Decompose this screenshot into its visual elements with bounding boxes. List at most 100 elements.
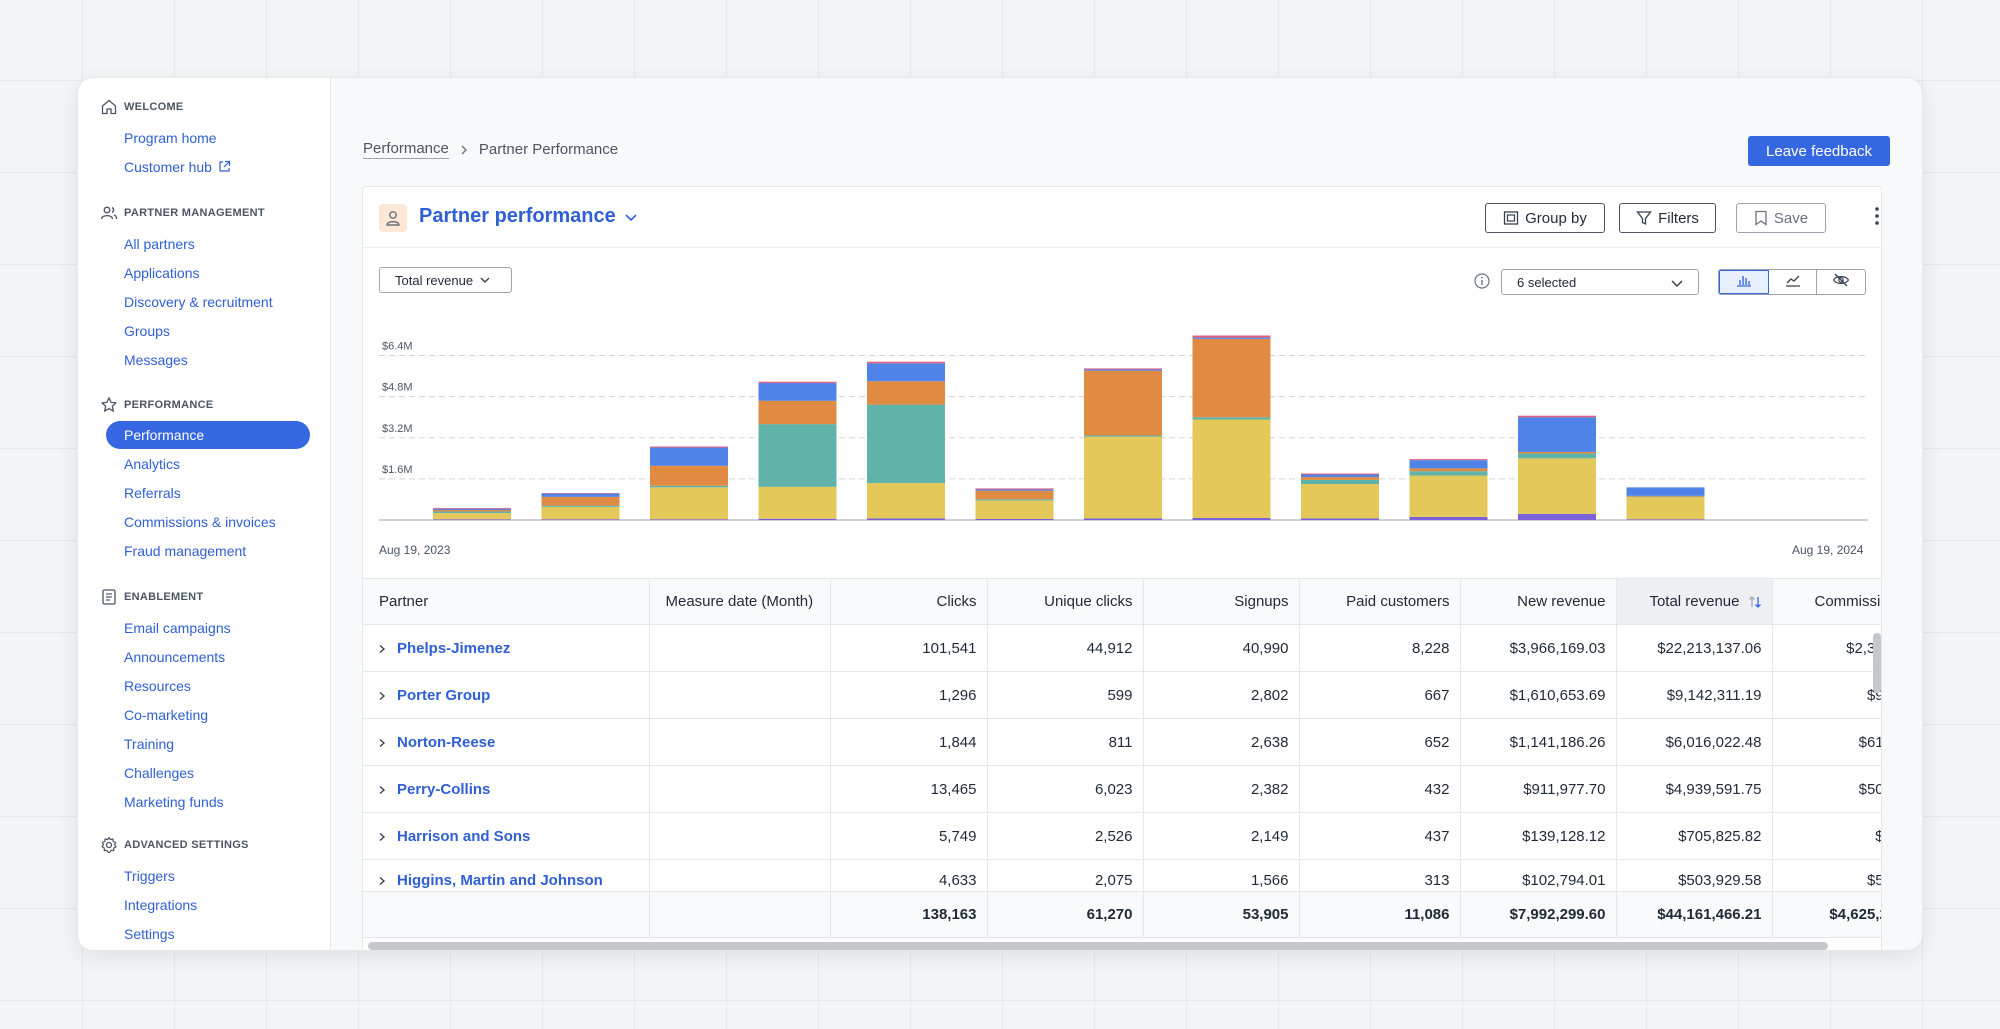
bar-segment[interactable] xyxy=(433,508,511,510)
column-header-partner[interactable]: Partner xyxy=(363,578,650,625)
hide-chart-button[interactable] xyxy=(1817,270,1865,294)
bar-segment[interactable] xyxy=(1084,436,1162,519)
bar-segment[interactable] xyxy=(867,381,945,405)
partner-name-link[interactable]: Norton-Reese xyxy=(397,733,496,751)
partner-name-link[interactable]: Harrison and Sons xyxy=(397,827,531,845)
column-header-new-revenue[interactable]: New revenue xyxy=(1460,578,1617,625)
sidebar-item-announcements[interactable]: Announcements xyxy=(78,642,331,671)
filters-button[interactable]: Filters xyxy=(1619,203,1716,233)
bar-segment[interactable] xyxy=(1192,338,1271,418)
bar-segment[interactable] xyxy=(1409,471,1488,476)
bar-segment[interactable] xyxy=(541,519,620,520)
partner-name-link[interactable]: Phelps-Jimenez xyxy=(397,639,511,657)
bar-segment[interactable] xyxy=(650,447,728,466)
bar-segment[interactable] xyxy=(1409,475,1488,517)
more-options-icon[interactable] xyxy=(1874,205,1880,232)
sidebar-item-applications[interactable]: Applications xyxy=(78,258,331,287)
sidebar-item-commissions-invoices[interactable]: Commissions & invoices xyxy=(78,507,331,536)
bar-segment[interactable] xyxy=(541,493,620,494)
bar-segment[interactable] xyxy=(758,486,837,519)
sidebar-item-program-home[interactable]: Program home xyxy=(78,123,331,152)
bar-segment[interactable] xyxy=(867,483,945,519)
bar-segment[interactable] xyxy=(1084,368,1162,370)
sidebar-item-messages[interactable]: Messages xyxy=(78,345,331,374)
bar-segment[interactable] xyxy=(975,518,1054,520)
bar-segment[interactable] xyxy=(867,404,945,483)
bar-segment[interactable] xyxy=(433,519,511,520)
partner-name-link[interactable]: Higgins, Martin and Johnson xyxy=(397,872,603,889)
bar-segment[interactable] xyxy=(867,518,945,520)
bar-segment[interactable] xyxy=(541,496,620,506)
sidebar-item-resources[interactable]: Resources xyxy=(78,671,331,700)
expand-chevron-icon[interactable] xyxy=(377,691,387,701)
report-title-dropdown[interactable]: Partner performance xyxy=(419,205,638,228)
bar-segment[interactable] xyxy=(867,361,945,364)
bar-segment[interactable] xyxy=(650,487,728,520)
bar-segment[interactable] xyxy=(1301,479,1379,485)
table-row[interactable]: Phelps-Jimenez 101,541 44,912 40,990 8,228 $3… xyxy=(363,624,1881,672)
table-row[interactable]: Norton-Reese 1,844 811 2,638 652 $1,141,186.2… xyxy=(363,718,1881,766)
sidebar-item-challenges[interactable]: Challenges xyxy=(78,758,331,787)
bar-segment[interactable] xyxy=(1301,484,1379,519)
sidebar-item-triggers[interactable]: Triggers xyxy=(78,861,331,890)
bar-segment[interactable] xyxy=(867,363,945,382)
bar-segment[interactable] xyxy=(541,493,620,497)
expand-chevron-icon[interactable] xyxy=(377,876,387,886)
expand-chevron-icon[interactable] xyxy=(377,738,387,748)
bar-segment[interactable] xyxy=(975,500,1054,519)
bar-segment[interactable] xyxy=(433,511,511,514)
sidebar-item-marketing-funds[interactable]: Marketing funds xyxy=(78,787,331,816)
column-header-signups[interactable]: Signups xyxy=(1143,578,1300,625)
metric-select[interactable]: Total revenue xyxy=(379,267,512,293)
sidebar-item-training[interactable]: Training xyxy=(78,729,331,758)
vertical-scrollbar[interactable] xyxy=(1873,633,1881,693)
bar-segment[interactable] xyxy=(1626,519,1705,520)
column-header-commissions[interactable]: Commissions xyxy=(1772,578,1881,625)
column-header-clicks[interactable]: Clicks xyxy=(830,578,988,625)
sidebar-item-co-marketing[interactable]: Co-marketing xyxy=(78,700,331,729)
bar-segment[interactable] xyxy=(758,383,837,401)
bar-segment[interactable] xyxy=(1301,477,1379,480)
bar-segment[interactable] xyxy=(1518,453,1596,459)
bar-segment[interactable] xyxy=(1192,419,1271,518)
bar-segment[interactable] xyxy=(1084,435,1162,437)
bar-segment[interactable] xyxy=(1301,518,1379,520)
bar-segment[interactable] xyxy=(433,507,511,509)
bar-segment[interactable] xyxy=(1518,415,1596,418)
column-header-total-revenue[interactable]: Total revenue xyxy=(1616,578,1773,625)
bar-segment[interactable] xyxy=(1301,474,1379,478)
bar-segment[interactable] xyxy=(1518,451,1596,454)
sidebar-item-fraud-management[interactable]: Fraud management xyxy=(78,536,331,565)
bar-segment[interactable] xyxy=(1518,458,1596,514)
info-icon[interactable] xyxy=(1474,273,1490,289)
save-button[interactable]: Save xyxy=(1736,203,1826,233)
bar-segment[interactable] xyxy=(433,509,511,512)
leave-feedback-button[interactable]: Leave feedback xyxy=(1748,136,1890,166)
partner-name-link[interactable]: Porter Group xyxy=(397,686,491,704)
bar-segment[interactable] xyxy=(975,499,1054,501)
bar-segment[interactable] xyxy=(1192,517,1271,520)
bar-segment[interactable] xyxy=(1626,487,1705,496)
sidebar-item-discovery-recruitment[interactable]: Discovery & recruitment xyxy=(78,287,331,316)
bar-segment[interactable] xyxy=(650,446,728,448)
bar-segment[interactable] xyxy=(1518,513,1596,520)
column-header-measure-date-month[interactable]: Measure date (Month) xyxy=(649,578,831,625)
bar-segment[interactable] xyxy=(1192,335,1271,338)
bar-segment[interactable] xyxy=(1626,497,1705,520)
bar-segment[interactable] xyxy=(541,505,620,507)
breadcrumb-performance-link[interactable]: Performance xyxy=(363,140,449,159)
bar-segment[interactable] xyxy=(975,490,1054,500)
table-row[interactable]: Higgins, Martin and Johnson 4,633 2,075 1,5… xyxy=(363,859,1881,892)
bar-segment[interactable] xyxy=(1409,516,1488,520)
line-chart-view-button[interactable] xyxy=(1769,270,1818,294)
bar-segment[interactable] xyxy=(1409,468,1488,472)
sidebar-item-performance[interactable]: Performance xyxy=(106,421,310,449)
bar-segment[interactable] xyxy=(758,400,837,425)
bar-segment[interactable] xyxy=(975,489,1054,491)
bar-segment[interactable] xyxy=(1518,417,1596,452)
sort-descending-icon[interactable] xyxy=(1748,594,1762,610)
bar-segment[interactable] xyxy=(541,506,620,520)
bar-segment[interactable] xyxy=(1409,459,1488,461)
sidebar-item-analytics[interactable]: Analytics xyxy=(78,449,331,478)
bar-segment[interactable] xyxy=(1626,496,1705,498)
